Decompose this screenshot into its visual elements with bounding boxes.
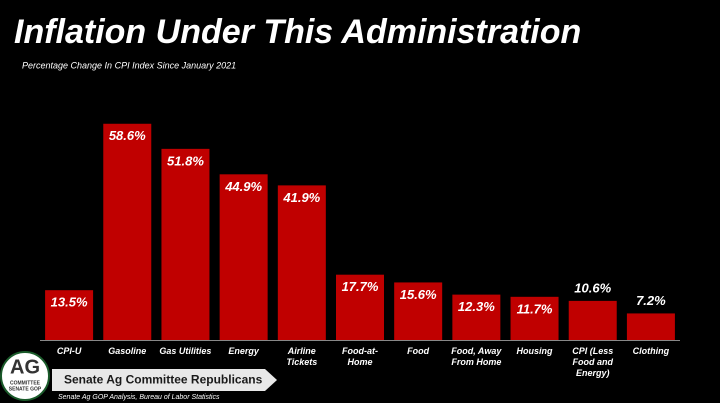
x-tick-label: CPI (Less Food and Energy) <box>572 346 614 378</box>
bar <box>45 290 94 340</box>
value-label: 15.6% <box>400 287 437 302</box>
logo-text: AG <box>10 356 40 378</box>
chart-title: Inflation Under This Administration <box>14 13 581 51</box>
bar <box>336 274 384 340</box>
bar <box>277 185 326 340</box>
source: Senate Ag GOP Analysis, Bureau of Labor … <box>58 394 220 401</box>
bar <box>626 313 675 340</box>
value-label: 58.6% <box>109 128 146 143</box>
x-tick-label: Clothing <box>632 346 670 356</box>
logo-text: SENATE GOP <box>9 386 42 392</box>
bar <box>568 300 617 340</box>
x-tick-label: Airline Tickets <box>286 346 318 367</box>
value-label: 41.9% <box>282 190 320 205</box>
x-tick-label: Gas Utilities <box>159 346 212 356</box>
bar <box>103 123 152 341</box>
value-label: 12.3% <box>458 299 495 314</box>
value-label: 17.7% <box>342 279 379 294</box>
bar <box>452 294 501 340</box>
x-tick-label: Housing <box>516 346 553 356</box>
banner <box>52 369 277 391</box>
value-label: 13.5% <box>51 295 88 310</box>
logo: AG COMMITTEE SENATE GOP <box>0 351 50 401</box>
value-label: 10.6% <box>574 280 611 295</box>
x-tick-label: Energy <box>228 346 259 356</box>
logo-text: COMMITTEE <box>10 380 41 386</box>
value-label: 11.7% <box>517 301 553 316</box>
x-tick-label: Gasoline <box>108 346 147 356</box>
x-tick-label: CPI-U <box>56 346 82 356</box>
x-tick-label: Food <box>407 346 430 356</box>
value-label: 44.9% <box>224 179 262 194</box>
value-label: 51.8% <box>167 153 204 168</box>
x-tick-label: Food-at-Home <box>341 346 378 367</box>
bar <box>510 296 559 340</box>
bar <box>219 174 268 340</box>
bar <box>161 148 210 340</box>
x-tick-label: Food, Away From Home <box>451 346 502 367</box>
banner-text: Senate Ag Committee Republicans <box>64 373 263 387</box>
chart-subtitle: Percentage Change In CPI Index Since Jan… <box>22 60 236 70</box>
bar <box>394 282 443 340</box>
value-label: 7.2% <box>636 293 666 308</box>
logo-circle <box>0 351 50 401</box>
